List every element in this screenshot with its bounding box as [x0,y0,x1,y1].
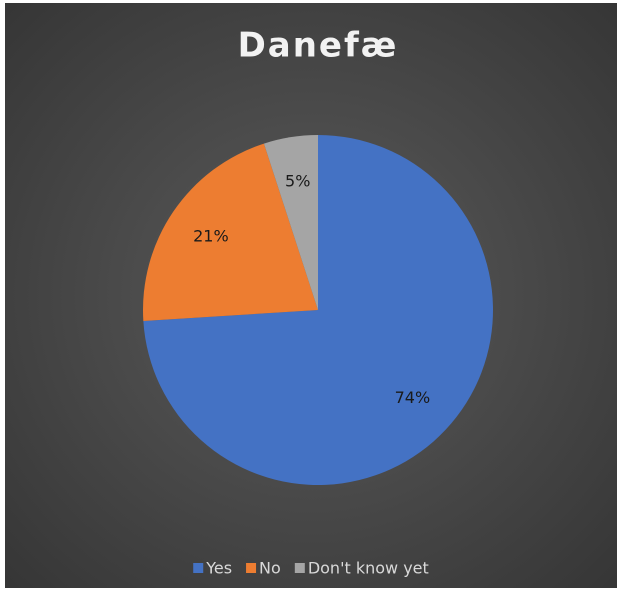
legend-label: No [259,559,281,578]
data-label: 74% [395,388,431,407]
legend-swatch [246,563,257,573]
pie-slice [143,135,494,485]
data-label: 21% [193,227,229,246]
legend-swatch [294,563,305,573]
legend-swatch [193,563,204,573]
legend-label: Yes [205,559,232,578]
pie-slice [263,135,318,310]
data-label: 5% [285,172,310,191]
legend-label: Don't know yet [308,559,429,578]
chart-title: Danefæ [238,26,399,66]
pie-slice [142,143,318,321]
